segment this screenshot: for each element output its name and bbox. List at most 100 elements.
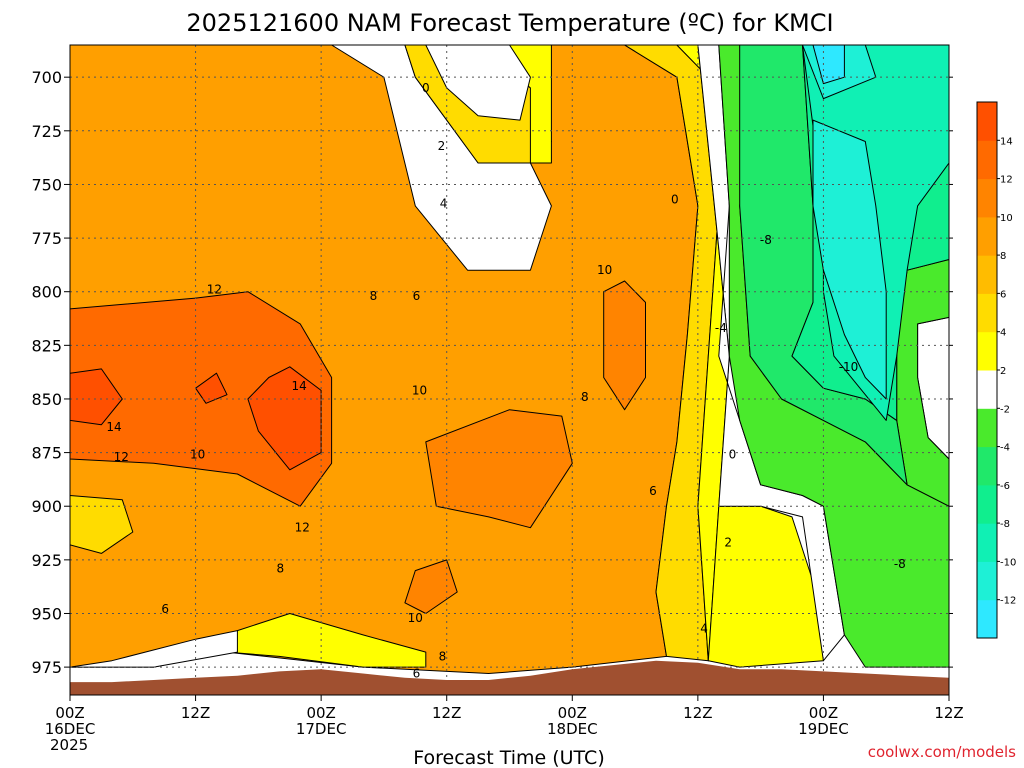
colorbar-swatch-2 [977, 523, 997, 562]
temperature-region-3 [195, 372, 228, 404]
contour-label-18: 6 [649, 484, 657, 498]
temperature-region-10 [70, 495, 134, 554]
colorbar-label-1: -10 [1000, 557, 1016, 568]
colorbar-label-12: 14 [1000, 136, 1013, 147]
contour-label-22: -8 [894, 557, 906, 571]
y-tick-label-10: 950 [31, 604, 62, 623]
colorbar-label-10: 10 [1000, 213, 1013, 224]
temperature-region-4 [247, 366, 322, 471]
x-tick-label-1-1: 12Z [181, 704, 210, 722]
contour-label-20: 2 [724, 536, 732, 550]
contour-label-25: 4 [700, 622, 708, 636]
y-tick-label-9: 925 [31, 551, 62, 570]
grid-layer [70, 45, 949, 695]
x-tick-label-5-1: 12Z [683, 704, 712, 722]
contour-label-layer: 0 2 4 0 -8 12 8 6 10 -4 -10 14 10 8 14 12 10 0 6 12 2 8 -8 10 6 4… [106, 81, 905, 681]
colorbar-label-3: -6 [1000, 481, 1010, 492]
contour-label-12: 10 [412, 383, 427, 397]
x-tick-label-2-1: 00Z [306, 704, 335, 722]
contour-label-23: 10 [408, 611, 423, 625]
y-tick-label-11: 975 [31, 658, 62, 677]
colorbar: -12 -10 -8 -6 -4 -2 2 4 6 8 10 12 14 [976, 101, 1016, 639]
colorbar-label-2: -8 [1000, 519, 1010, 530]
chart-title: 2025121600 NAM Forecast Temperature (ºC)… [186, 9, 833, 37]
colorbar-label-9: 8 [1000, 251, 1006, 262]
x-tick-label-7-1: 12Z [934, 704, 963, 722]
y-tick-label-4: 800 [31, 283, 62, 302]
colorbar-swatch-6 [977, 370, 997, 409]
x-tick-label-0-1: 00Z [55, 704, 84, 722]
contour-label-3: 0 [671, 193, 679, 207]
colorbar-label-7: 4 [1000, 328, 1006, 339]
contour-label-15: 12 [114, 450, 129, 464]
colorbar-swatch-7 [977, 331, 997, 371]
colorbar-swatch-1 [977, 561, 997, 601]
temperature-region-2 [70, 368, 123, 426]
colorbar-swatch-0 [977, 599, 997, 639]
y-tick-label-2: 750 [31, 175, 62, 194]
colorbar-swatch-11 [977, 178, 997, 218]
contour-label-19: 12 [295, 521, 310, 535]
colorbar-swatch-9 [977, 255, 997, 294]
contour-label-26: 8 [439, 649, 447, 663]
contour-label-24: 6 [161, 602, 169, 616]
y-tick-label-5: 825 [31, 336, 62, 355]
contour-label-27: 6 [413, 667, 421, 681]
y-tick-label-6: 850 [31, 390, 62, 409]
colorbar-swatch-12 [977, 140, 997, 180]
x-axis-label: Forecast Time (UTC) [413, 747, 604, 768]
contour-label-4: -8 [760, 233, 772, 247]
contour-label-21: 8 [276, 561, 284, 575]
plot-frame [69, 44, 950, 696]
y-tick-label-7: 875 [31, 444, 62, 463]
terrain-surface [70, 660, 949, 695]
colorbar-label-5: -2 [1000, 404, 1010, 415]
colorbar-swatch-10 [977, 216, 997, 256]
x-tick-label-3-1: 12Z [432, 704, 461, 722]
contour-label-0: 0 [422, 81, 430, 95]
contour-label-8: 10 [597, 263, 612, 277]
colorbar-label-8: 6 [1000, 289, 1006, 300]
y-tick-label-0: 700 [31, 68, 62, 87]
contour-label-7: 6 [413, 289, 421, 303]
x-tick-label-2-2: 17DEC [296, 720, 347, 738]
colorbar-label-4: -4 [1000, 443, 1010, 454]
colorbar-swatch-8 [977, 293, 997, 333]
temperature-region-7 [404, 559, 458, 614]
x-tick-label-6-1: 00Z [809, 704, 838, 722]
x-tick-label-4-2: 18DEC [547, 720, 598, 738]
terrain-layer [70, 660, 949, 695]
contour-label-17: 0 [729, 448, 737, 462]
x-tick-label-4-1: 00Z [558, 704, 587, 722]
contour-label-10: -10 [839, 360, 859, 374]
colorbar-swatch-13 [977, 102, 997, 141]
contour-label-11: 14 [292, 379, 307, 393]
x-tick-label-0-2: 16DEC [45, 720, 96, 738]
x-tick-label-6-2: 19DEC [798, 720, 849, 738]
colorbar-swatch-3 [977, 484, 997, 524]
contour-label-9: -4 [715, 321, 727, 335]
colorbar-swatch-4 [977, 446, 997, 486]
contour-label-2: 4 [440, 197, 448, 211]
x-tick-label-0-3: 2025 [50, 736, 88, 754]
contour-label-1: 2 [438, 139, 446, 153]
contour-label-16: 10 [190, 448, 205, 462]
colorbar-swatch-5 [977, 408, 997, 448]
temperature-region-6 [603, 280, 646, 411]
y-tick-label-3: 775 [31, 229, 62, 248]
y-tick-label-1: 725 [31, 122, 62, 141]
colorbar-label-0: -12 [1000, 596, 1016, 607]
y-tick-label-8: 900 [31, 497, 62, 516]
contour-label-5: 12 [207, 283, 222, 297]
contour-label-6: 8 [370, 289, 378, 303]
temperature-fill-layer [70, 45, 949, 674]
watermark-text[interactable]: coolwx.com/models [868, 743, 1016, 761]
temperature-region-1 [70, 291, 333, 507]
colorbar-label-11: 12 [1000, 175, 1013, 186]
temperature-region-5 [425, 409, 573, 529]
colorbar-label-6: 2 [1000, 366, 1006, 377]
contour-label-13: 8 [581, 390, 589, 404]
temperature-region-24 [812, 119, 887, 400]
contour-label-14: 14 [106, 420, 121, 434]
